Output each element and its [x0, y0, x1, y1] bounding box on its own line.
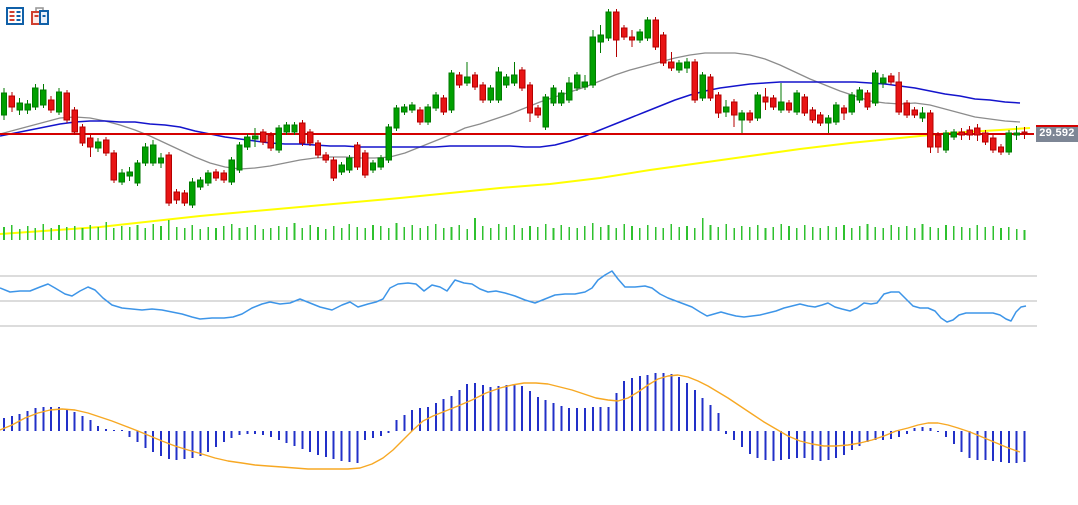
- oscillator-gridlines: [0, 275, 1037, 327]
- volume-bars: [3, 218, 1026, 240]
- chart-toolbar: [6, 7, 49, 25]
- chart-windows-icon[interactable]: [31, 7, 49, 25]
- macd-signal-line: [0, 374, 1021, 470]
- candlestick-panel: [0, 9, 1028, 208]
- oscillator-line: [0, 270, 1027, 323]
- macd-histogram: [3, 373, 1026, 463]
- data-table-icon[interactable]: [6, 7, 24, 25]
- moving-averages: [0, 52, 1031, 235]
- last-price-tag: 29.592: [1036, 125, 1078, 142]
